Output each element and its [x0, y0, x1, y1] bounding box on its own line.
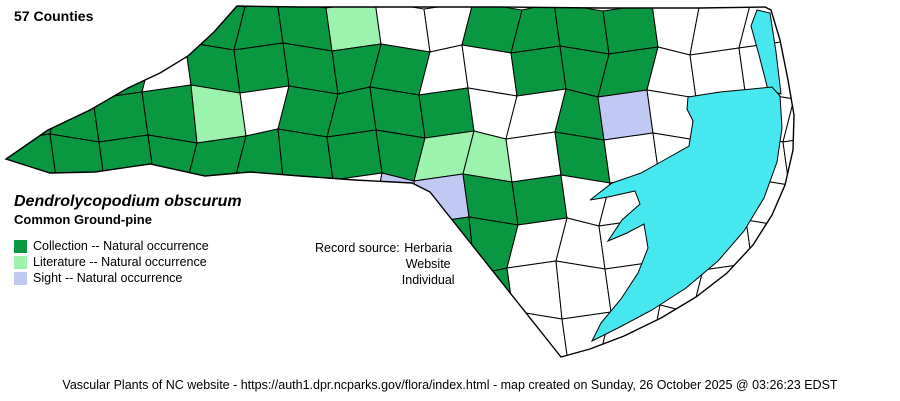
county-cell	[326, 129, 383, 181]
county-cell	[371, 309, 422, 357]
county-cell	[322, 351, 379, 357]
county-cell	[284, 308, 335, 357]
county-cell	[279, 351, 330, 357]
legend-label: Collection -- Natural occurrence	[33, 239, 209, 253]
county-cell	[787, 40, 794, 100]
record-source-value: Individual	[401, 273, 455, 287]
county-cell	[506, 260, 563, 320]
county-cell	[143, 349, 200, 357]
record-source-label: Record source:	[315, 241, 400, 255]
record-source-value: Herbaria	[404, 241, 453, 255]
county-cell	[782, 134, 794, 186]
county-cell	[146, 6, 197, 50]
sight-swatch	[14, 271, 27, 285]
county-cell	[97, 6, 154, 50]
county-cell	[505, 131, 562, 183]
county-cell	[740, 262, 791, 315]
county-cell	[235, 307, 292, 357]
legend-item-sight: Sight -- Natural occurrence	[14, 270, 209, 286]
county-cell	[7, 305, 58, 357]
county-cell	[322, 308, 384, 357]
county-cell	[137, 306, 194, 357]
county-cell	[463, 310, 520, 357]
county-cell	[602, 6, 659, 55]
county-cell	[230, 350, 292, 357]
county-cell	[783, 220, 794, 272]
county-cell	[141, 41, 192, 93]
county-cell	[94, 306, 145, 357]
species-common-name: Common Ground-pine	[14, 212, 152, 227]
county-cell	[697, 348, 748, 357]
county-cell	[233, 42, 290, 94]
record-source-values: Herbaria Website Individual	[402, 240, 455, 288]
county-cell	[234, 178, 291, 231]
legend-label: Sight -- Natural occurrence	[33, 271, 183, 285]
county-cell	[321, 172, 383, 232]
county-cell	[45, 305, 107, 357]
county-cell	[511, 174, 568, 226]
county-cell	[691, 305, 748, 357]
county-cell	[597, 89, 654, 141]
county-cell	[186, 307, 243, 357]
county-cell	[98, 134, 155, 186]
county-cell	[94, 349, 151, 357]
county-cell	[49, 133, 106, 186]
county-count-label: 57 Counties	[14, 8, 94, 24]
county-cell	[6, 348, 53, 357]
literature-swatch	[14, 255, 27, 269]
county-cell	[789, 306, 794, 357]
county-cell	[147, 134, 198, 187]
county-cell	[325, 6, 382, 52]
county-cell	[283, 179, 334, 231]
species-scientific-name: Dendrolycopodium obscurum	[14, 193, 242, 210]
state-border	[4, 5, 795, 358]
county-cell	[413, 173, 470, 225]
county-cell	[418, 87, 475, 139]
county-cell	[49, 90, 100, 143]
county-cell	[781, 6, 794, 50]
county-cell	[6, 133, 57, 185]
legend-item-literature: Literature -- Natural occurrence	[14, 254, 209, 270]
county-cell	[229, 264, 286, 317]
county-cell	[463, 267, 514, 319]
county-cell	[141, 84, 198, 144]
county-cell	[510, 45, 567, 97]
county-cell	[229, 221, 291, 274]
county-cell	[740, 305, 794, 357]
sound-water	[589, 86, 783, 343]
county-cell	[190, 84, 247, 144]
county-cell	[6, 47, 62, 99]
county-cell	[782, 91, 794, 143]
county-cell	[784, 349, 794, 357]
county-cell	[192, 350, 243, 357]
footer-text: Vascular Plants of NC website - https://…	[62, 378, 838, 392]
species-block: Dendrolycopodium obscurum Common Ground-…	[14, 192, 242, 228]
legend-item-collection: Collection -- Natural occurrence	[14, 238, 209, 254]
county-cell	[783, 263, 794, 315]
county-cell	[414, 309, 471, 357]
county-cell	[45, 348, 102, 357]
record-source-value: Website	[405, 257, 451, 271]
legend-label: Literature -- Natural occurrence	[33, 255, 207, 269]
record-source: Record source: Herbaria Website Individu…	[315, 240, 455, 288]
county-cell	[735, 348, 794, 357]
county-cell	[371, 352, 428, 357]
county-cell	[54, 40, 105, 100]
map-legend: Collection -- Natural occurrence Literat…	[14, 238, 209, 286]
county-cell	[420, 352, 477, 357]
county-cell	[555, 260, 612, 320]
county-cell	[92, 91, 149, 143]
collection-swatch	[14, 239, 27, 253]
county-cell	[788, 177, 794, 229]
